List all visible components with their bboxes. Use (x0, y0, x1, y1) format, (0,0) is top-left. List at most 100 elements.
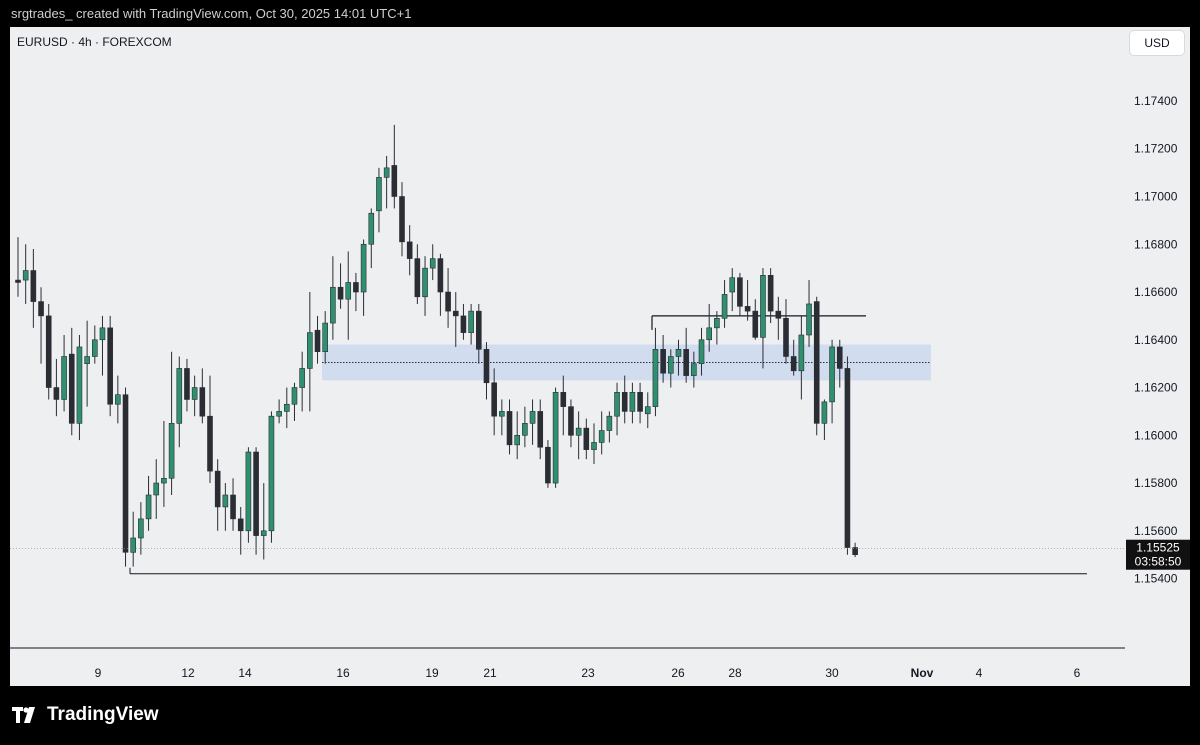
x-axis-tick-label: 26 (671, 666, 685, 680)
candle-body (68, 353, 75, 424)
candle-body (675, 349, 682, 357)
candle (790, 339, 797, 376)
candle (829, 339, 835, 424)
candle (260, 483, 267, 560)
candle-body (537, 411, 544, 448)
candle-body (614, 392, 620, 417)
candle-body (38, 301, 44, 317)
candle-body (737, 277, 743, 307)
candle (115, 375, 121, 424)
candle (268, 411, 275, 543)
candle-body (376, 177, 382, 212)
candle-body (667, 356, 674, 374)
candle (368, 208, 375, 269)
candle-body (683, 349, 689, 376)
candle-body (721, 294, 728, 319)
candle (744, 280, 751, 321)
brand-name: TradingView (47, 704, 159, 725)
candle-body (606, 415, 613, 431)
candle-body (752, 310, 759, 338)
candle (698, 327, 705, 376)
candle-body (560, 392, 567, 407)
candle-body (714, 317, 720, 329)
candle (760, 268, 766, 369)
candle (783, 299, 789, 364)
candle-body (452, 310, 459, 317)
candle (452, 292, 459, 347)
y-axis-tick-label: 1.17200 (1134, 142, 1178, 156)
candle (130, 511, 136, 567)
candle (660, 335, 666, 383)
candle (314, 315, 321, 364)
candle (422, 256, 428, 316)
candle (691, 351, 697, 388)
candle (644, 392, 651, 429)
tradingview-logo[interactable]: TradingView (12, 704, 159, 726)
x-axis-tick-label: 30 (825, 666, 839, 680)
candle (383, 155, 390, 209)
candle-body (468, 310, 474, 333)
candle (191, 375, 198, 417)
candle (168, 351, 175, 495)
candle-body (852, 547, 858, 555)
candle (45, 303, 52, 400)
candle-body (245, 451, 252, 532)
candle-body (230, 494, 236, 520)
candle (836, 339, 843, 388)
candle-body (138, 518, 144, 539)
candle (322, 311, 329, 364)
candle (545, 440, 551, 488)
candle-body (299, 368, 305, 388)
candle (245, 447, 252, 543)
candle (214, 459, 221, 531)
candle (475, 303, 482, 364)
y-axis-tick-label: 1.16000 (1134, 428, 1178, 442)
candle-body (337, 286, 344, 300)
candle (506, 399, 513, 455)
candle (529, 399, 536, 445)
candle (514, 411, 521, 460)
currency-button[interactable]: USD (1130, 31, 1184, 55)
candle (821, 399, 828, 441)
candle-body (422, 267, 428, 298)
candle (230, 478, 236, 531)
candle-body (844, 368, 851, 548)
candle-body (644, 406, 651, 415)
candle-body (706, 327, 713, 341)
candle (667, 349, 674, 388)
candle-body (322, 322, 329, 353)
candle (15, 237, 21, 297)
candle (706, 303, 713, 352)
candle (291, 382, 298, 421)
candle-body (84, 356, 90, 364)
candle (522, 406, 528, 448)
candle (176, 356, 183, 448)
candle (53, 358, 60, 417)
candle (30, 249, 37, 328)
candle (583, 418, 590, 460)
candle (606, 411, 613, 443)
candle (376, 167, 382, 233)
candle (429, 244, 436, 281)
candle-body (115, 394, 121, 405)
candle (591, 423, 597, 464)
candle-body (291, 387, 298, 405)
candle (161, 420, 167, 507)
candle (92, 325, 98, 364)
symbol-label: EURUSD · 4h · FOREXCOM (17, 35, 172, 49)
candle (798, 315, 805, 400)
y-axis-tick-label: 1.17400 (1134, 94, 1178, 108)
x-axis-tick-label: 28 (728, 666, 742, 680)
candle (767, 268, 774, 324)
candle (414, 244, 421, 304)
candle (353, 272, 359, 312)
candle (637, 382, 643, 424)
candle-body (191, 387, 198, 400)
candle-body (107, 327, 113, 405)
candle-body (330, 286, 336, 324)
candle-body (529, 411, 536, 424)
candle-body (268, 415, 275, 532)
x-axis-tick-label: 6 (1074, 666, 1081, 680)
candle (345, 251, 352, 340)
